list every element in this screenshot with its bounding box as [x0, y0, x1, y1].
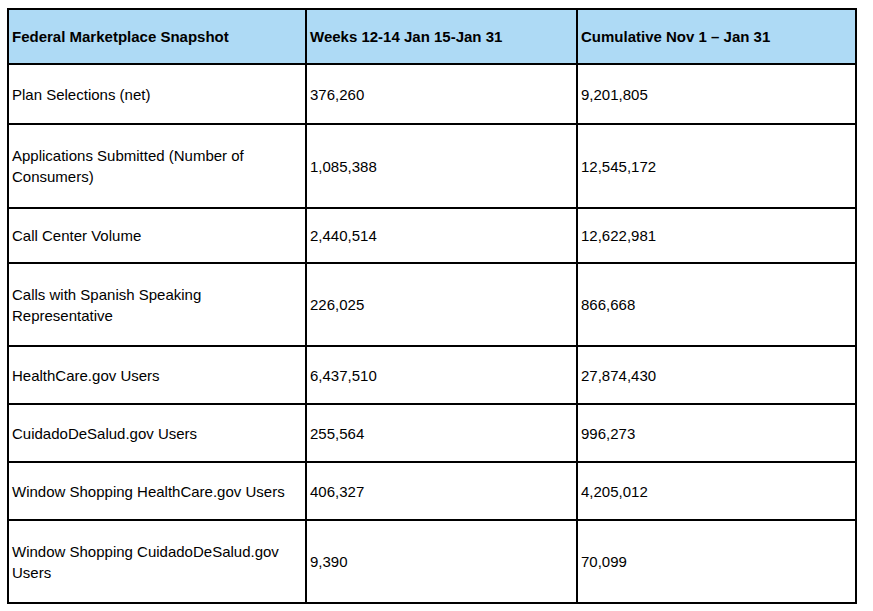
- cumulative-value: 9,201,805: [577, 64, 856, 124]
- table-row: Window Shopping CuidadoDeSalud.gov Users…: [8, 520, 856, 603]
- weekly-value: 6,437,510: [306, 346, 577, 404]
- table-row: Call Center Volume 2,440,514 12,622,981: [8, 208, 856, 263]
- table-row: HealthCare.gov Users 6,437,510 27,874,43…: [8, 346, 856, 404]
- row-label: Calls with Spanish Speaking Representati…: [8, 263, 306, 346]
- cumulative-value: 12,545,172: [577, 124, 856, 208]
- cumulative-value: 866,668: [577, 263, 856, 346]
- row-label: HealthCare.gov Users: [8, 346, 306, 404]
- header-cell-metric: Federal Marketplace Snapshot: [8, 9, 306, 64]
- table-row: CuidadoDeSalud.gov Users 255,564 996,273: [8, 404, 856, 462]
- row-label: CuidadoDeSalud.gov Users: [8, 404, 306, 462]
- row-label: Window Shopping HealthCare.gov Users: [8, 462, 306, 520]
- row-label: Window Shopping CuidadoDeSalud.gov Users: [8, 520, 306, 603]
- cumulative-value: 70,099: [577, 520, 856, 603]
- weekly-value: 376,260: [306, 64, 577, 124]
- weekly-value: 2,440,514: [306, 208, 577, 263]
- federal-marketplace-snapshot-table: Federal Marketplace Snapshot Weeks 12-14…: [7, 8, 857, 604]
- weekly-value: 9,390: [306, 520, 577, 603]
- table-row: Plan Selections (net) 376,260 9,201,805: [8, 64, 856, 124]
- cumulative-value: 27,874,430: [577, 346, 856, 404]
- document-page: Federal Marketplace Snapshot Weeks 12-14…: [0, 0, 873, 611]
- row-label: Applications Submitted (Number of Consum…: [8, 124, 306, 208]
- cumulative-value: 4,205,012: [577, 462, 856, 520]
- row-label: Call Center Volume: [8, 208, 306, 263]
- table-header-row: Federal Marketplace Snapshot Weeks 12-14…: [8, 9, 856, 64]
- header-cell-weekly: Weeks 12-14 Jan 15-Jan 31: [306, 9, 577, 64]
- table-row: Calls with Spanish Speaking Representati…: [8, 263, 856, 346]
- table-row: Window Shopping HealthCare.gov Users 406…: [8, 462, 856, 520]
- weekly-value: 255,564: [306, 404, 577, 462]
- cumulative-value: 12,622,981: [577, 208, 856, 263]
- weekly-value: 406,327: [306, 462, 577, 520]
- weekly-value: 226,025: [306, 263, 577, 346]
- row-label: Plan Selections (net): [8, 64, 306, 124]
- header-cell-cumulative: Cumulative Nov 1 – Jan 31: [577, 9, 856, 64]
- weekly-value: 1,085,388: [306, 124, 577, 208]
- cumulative-value: 996,273: [577, 404, 856, 462]
- table-row: Applications Submitted (Number of Consum…: [8, 124, 856, 208]
